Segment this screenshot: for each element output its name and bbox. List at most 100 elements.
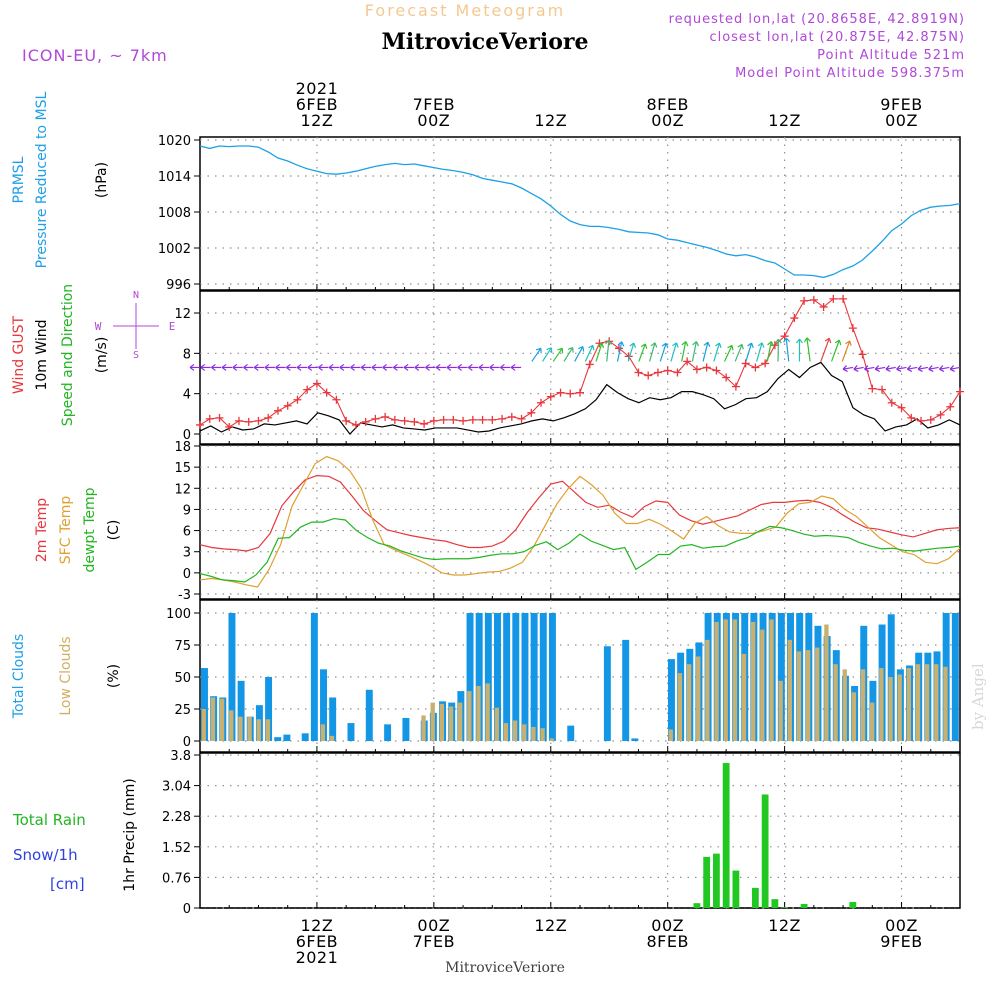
- wind-arrow-head: [371, 363, 377, 371]
- low-cloud-bar: [760, 629, 765, 741]
- wind-arrow: [681, 341, 689, 362]
- wind-arrow: [446, 363, 457, 371]
- wind-arrow-head: [834, 339, 842, 346]
- wind-arrow: [885, 365, 896, 372]
- low-cloud-bar: [778, 680, 783, 741]
- wind-arrow-head: [435, 363, 441, 371]
- wind-arrow-shaft: [584, 345, 594, 362]
- ytick-label-pressure: 1020: [158, 134, 191, 149]
- wind-arrow: [350, 363, 361, 371]
- wind-gust-line: [199, 298, 961, 428]
- gust-marker: [254, 416, 263, 425]
- product-title: Forecast Meteogram: [365, 1, 565, 20]
- wind-arrow-shaft: [702, 342, 709, 362]
- gust-marker: [381, 412, 390, 421]
- wind-arrow-shaft: [745, 342, 753, 362]
- low-cloud-bar: [943, 666, 948, 741]
- wind-arrow-head: [500, 363, 505, 371]
- gust-marker: [293, 395, 302, 404]
- wind-arrow-head: [339, 363, 345, 371]
- panel-label-wind: Wind GUST: [11, 315, 27, 394]
- wind-arrow-head: [546, 347, 553, 353]
- low-cloud-bar: [824, 624, 829, 741]
- wind-arrow-shaft: [950, 366, 961, 370]
- low-cloud-bar: [732, 619, 738, 741]
- gust-marker: [731, 382, 740, 391]
- gust-marker: [429, 416, 438, 425]
- top-time-label: 12Z: [301, 111, 334, 130]
- bottom-time-label: 8FEB: [646, 932, 688, 951]
- wind-arrow-head: [824, 337, 832, 344]
- total-cloud-bar: [365, 689, 373, 741]
- wind-arrow-head: [211, 363, 216, 371]
- low-cloud-bar: [668, 729, 673, 741]
- total-cloud-bar: [521, 613, 529, 741]
- total-cloud-bar: [329, 697, 337, 741]
- gust-marker: [868, 384, 877, 393]
- gust-marker: [653, 368, 662, 377]
- wind-arrow-head: [307, 363, 313, 371]
- precip-axis-label: 1hr Precip (mm): [122, 778, 138, 891]
- compass-north: N: [133, 290, 139, 301]
- wind-arrow-head: [510, 363, 516, 371]
- wind-arrow-shaft: [875, 366, 886, 370]
- low-cloud-bar: [934, 664, 939, 741]
- panel-label-wind: Speed and Direction: [60, 284, 76, 426]
- wind-arrow-head: [243, 363, 248, 371]
- temp-line-t2m: [199, 474, 961, 552]
- top-time-label: 00Z: [417, 111, 450, 130]
- rain-bar: [761, 794, 769, 908]
- top-time-label: 12Z: [534, 111, 567, 130]
- total-cloud-bar: [347, 723, 355, 741]
- wind-arrow-shaft: [785, 337, 790, 362]
- wind-arrow-head: [737, 343, 744, 350]
- ytick-label-pressure: 996: [166, 278, 191, 293]
- chart-layer: 1020101410081002996128401815129630-31007…: [11, 79, 964, 967]
- wind-arrow-head: [350, 363, 355, 371]
- temp-line-tsfc: [199, 455, 961, 588]
- wind-arrow-shaft: [616, 341, 623, 362]
- low-cloud-bar: [476, 685, 481, 741]
- gust-marker: [839, 294, 848, 303]
- wind-arrow-shaft: [907, 366, 918, 370]
- wind-arrow: [723, 344, 734, 362]
- wind-arrow: [616, 341, 625, 362]
- panel-label-pressure: PRMSL: [11, 156, 27, 203]
- gust-marker: [410, 417, 419, 426]
- gust-marker: [712, 366, 721, 375]
- total-cloud-bar: [475, 613, 483, 741]
- ytick-label-clouds: 0: [183, 735, 191, 750]
- precip-snow-label: Snow/1h: [13, 846, 78, 864]
- low-cloud-bar: [522, 724, 527, 741]
- gust-marker: [663, 366, 672, 375]
- gust-marker: [819, 302, 828, 311]
- wind-arrow: [296, 363, 308, 371]
- total-cloud-bar: [201, 668, 208, 741]
- wind-arrow-head: [629, 342, 637, 348]
- gust-marker: [673, 368, 682, 377]
- wind-arrow: [360, 363, 372, 371]
- gust-marker: [926, 415, 935, 424]
- panel-label-temp: (C): [106, 520, 122, 541]
- wind-arrow: [713, 342, 722, 362]
- bottom-time-label: 12Z: [768, 916, 801, 935]
- wind-arrow-head: [221, 363, 227, 371]
- gust-marker: [439, 415, 448, 424]
- wind-arrow: [253, 363, 265, 371]
- wind-arrow-shaft: [841, 340, 851, 362]
- gust-marker: [683, 357, 692, 366]
- wind-arrow-shaft: [574, 346, 584, 362]
- ytick-label-temp: 12: [174, 482, 191, 497]
- wind-arrow: [939, 365, 950, 372]
- rain-bar: [771, 899, 779, 908]
- wind-arrow: [803, 337, 811, 362]
- ytick-label-wind: 4: [183, 388, 191, 403]
- gust-marker: [351, 420, 360, 429]
- wind-arrow: [382, 363, 393, 371]
- wind-arrow-head: [446, 363, 452, 371]
- wind-arrow: [896, 365, 907, 372]
- low-cloud-bar: [512, 720, 518, 741]
- panel-label-pressure: Pressure Reduced to MSL: [34, 91, 50, 268]
- top-time-label: 6FEB: [296, 95, 338, 114]
- low-cloud-bar: [201, 709, 206, 741]
